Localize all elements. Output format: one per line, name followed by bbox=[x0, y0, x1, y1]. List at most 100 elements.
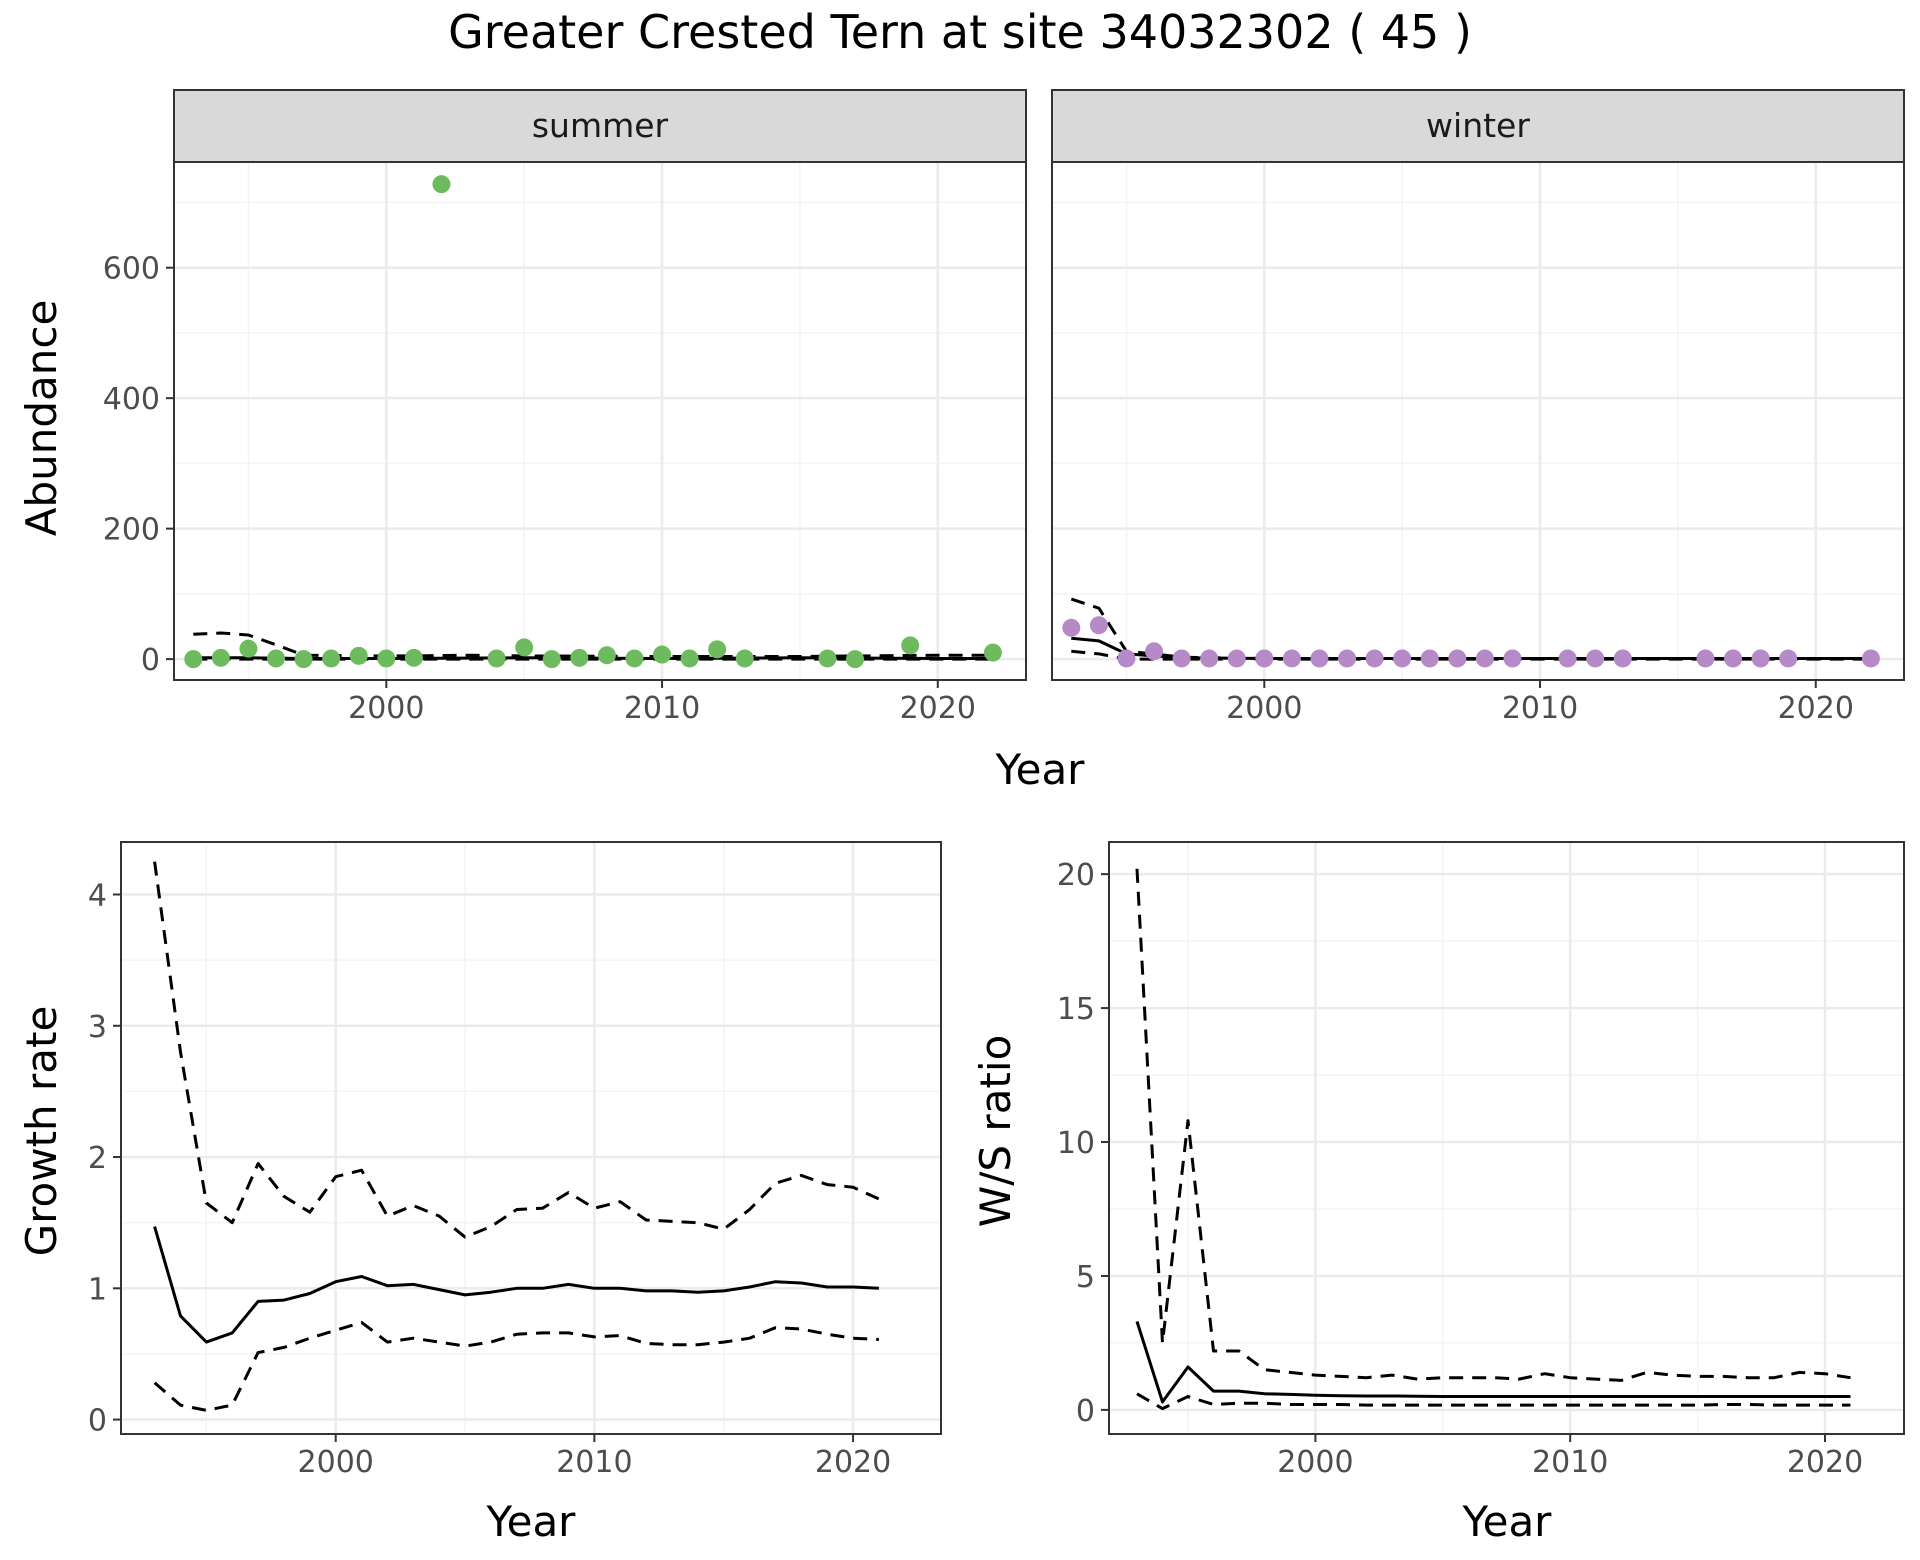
abundance-summer-data-point bbox=[570, 648, 589, 667]
growth-y-tick-label: 3 bbox=[88, 1010, 107, 1045]
abundance-winter-data-point bbox=[1861, 649, 1880, 668]
abundance-winter-data-point bbox=[1282, 649, 1301, 668]
abundance-winter-panel-border bbox=[1051, 161, 1905, 681]
abundance-summer-data-point bbox=[515, 638, 534, 657]
abundance-summer-data-point bbox=[349, 646, 368, 665]
growth-rate-panel-group: 2000 2010 2020 0 1 2 3 4 bbox=[88, 841, 942, 1480]
abundance-summer-data-point bbox=[735, 649, 754, 668]
abundance-summer-ci-line-1 bbox=[193, 631, 993, 658]
abundance-winter-data-point bbox=[1310, 649, 1329, 668]
abundance-winter-data-point bbox=[1338, 649, 1357, 668]
abundance-winter-data-point bbox=[1365, 649, 1384, 668]
abundance-summer-data-point bbox=[846, 650, 865, 669]
abundance-summer-data-point bbox=[625, 649, 644, 668]
abundance-summer-data-point bbox=[901, 636, 920, 655]
abundance-summer-panel-border bbox=[173, 161, 1027, 681]
abundance-winter-data-point bbox=[1586, 649, 1605, 668]
abundance-winter-data-point bbox=[1255, 649, 1274, 668]
abundance-winter-data-point bbox=[1420, 649, 1439, 668]
abundance-summer-data-point bbox=[404, 648, 423, 667]
abundance-summer-y-tick-label: 600 bbox=[103, 252, 160, 287]
growth-y-tick-label: 4 bbox=[88, 879, 107, 914]
abundance-summer-data-point bbox=[818, 649, 837, 668]
abundance-summer-data-point bbox=[211, 648, 230, 667]
abundance-summer-strip bbox=[173, 89, 1027, 163]
abundance-winter-data-point bbox=[1475, 649, 1494, 668]
abundance-summer-data-point bbox=[708, 640, 727, 659]
ratio-y-tick-label: 10 bbox=[1057, 1126, 1095, 1161]
abundance-winter-x-tick-label: 2020 bbox=[1778, 691, 1854, 726]
abundance-summer-data-point bbox=[983, 643, 1002, 662]
abundance-summer-data-point bbox=[542, 650, 561, 669]
abundance-winter-x-tick-label: 2010 bbox=[1502, 691, 1578, 726]
abundance-x-axis-title: Year bbox=[995, 745, 1086, 794]
abundance-summer-data-point bbox=[322, 649, 341, 668]
growth-y-tick-label: 1 bbox=[88, 1272, 107, 1307]
growth-x-tick-label: 2010 bbox=[556, 1445, 632, 1480]
abundance-winter-plot-background bbox=[1052, 162, 1904, 680]
abundance-winter-x-tick-label: 2000 bbox=[1226, 691, 1302, 726]
growth-y-tick-label: 2 bbox=[88, 1141, 107, 1176]
abundance-summer-y-tick-label: 200 bbox=[103, 513, 160, 548]
growth-x-tick-label: 2000 bbox=[298, 1445, 374, 1480]
ratio-ci-line-1 bbox=[1135, 868, 1851, 1382]
abundance-winter-data-point bbox=[1724, 649, 1743, 668]
figure-title: Greater Crested Tern at site 34032302 ( … bbox=[448, 5, 1472, 59]
abundance-summer-data-point bbox=[432, 175, 451, 194]
growth-plot-background bbox=[121, 842, 941, 1434]
abundance-winter-data-point bbox=[1696, 649, 1715, 668]
growth-y-tick-label: 0 bbox=[88, 1404, 107, 1439]
abundance-panel-group: summer 2000 2010 2020 0 200 400 600 winter 2000 20… bbox=[103, 89, 1905, 726]
growth-panel-border bbox=[120, 841, 942, 1435]
growth-y-axis-title: Growth rate bbox=[17, 1006, 66, 1257]
ratio-y-tick-label: 5 bbox=[1076, 1260, 1095, 1295]
abundance-winter-data-point bbox=[1448, 649, 1467, 668]
abundance-winter-data-point bbox=[1200, 649, 1219, 668]
ratio-panel-border bbox=[1108, 841, 1905, 1435]
growth-x-tick-label: 2020 bbox=[815, 1445, 891, 1480]
growth-ci-line-2 bbox=[153, 1320, 879, 1412]
ratio-plot-background bbox=[1109, 842, 1904, 1434]
ratio-x-tick-label: 2010 bbox=[1532, 1445, 1608, 1480]
abundance-winter-data-point bbox=[1558, 649, 1577, 668]
abundance-summer-data-point bbox=[487, 649, 506, 668]
ws-ratio-panel-group: 2000 2010 2020 0 5 10 15 20 bbox=[1057, 841, 1905, 1480]
abundance-winter-data-point bbox=[1751, 649, 1770, 668]
ratio-y-tick-label: 0 bbox=[1076, 1394, 1095, 1429]
growth-ci-line-1 bbox=[153, 861, 880, 1239]
abundance-winter-data-point bbox=[1779, 649, 1798, 668]
abundance-winter-data-point bbox=[1613, 649, 1632, 668]
abundance-winter-strip-label: winter bbox=[1426, 106, 1530, 145]
ratio-x-tick-label: 2020 bbox=[1787, 1445, 1863, 1480]
abundance-summer-strip-label: summer bbox=[532, 106, 669, 145]
abundance-summer-data-point bbox=[239, 639, 258, 658]
abundance-winter-data-point bbox=[1393, 649, 1412, 668]
abundance-summer-y-tick-label: 400 bbox=[103, 382, 160, 417]
ratio-ci-line-2 bbox=[1136, 1392, 1851, 1411]
abundance-summer-data-point bbox=[377, 649, 396, 668]
abundance-summer-plot-background bbox=[174, 162, 1026, 680]
ratio-x-tick-label: 2000 bbox=[1277, 1445, 1353, 1480]
growth-x-axis-title: Year bbox=[486, 1497, 577, 1546]
abundance-summer-data-point bbox=[267, 649, 286, 668]
abundance-summer-data-point bbox=[294, 650, 313, 669]
abundance-summer-data-point bbox=[680, 649, 699, 668]
abundance-summer-data-point bbox=[597, 646, 616, 665]
abundance-summer-x-tick-label: 2020 bbox=[900, 691, 976, 726]
ratio-y-axis-title: W/S ratio bbox=[971, 1035, 1020, 1228]
ratio-y-tick-label: 20 bbox=[1057, 858, 1095, 893]
abundance-winter-data-point bbox=[1227, 649, 1246, 668]
abundance-summer-x-tick-label: 2000 bbox=[348, 691, 424, 726]
abundance-winter-data-point bbox=[1145, 642, 1164, 661]
growth-trend-line-0 bbox=[153, 1226, 879, 1344]
abundance-summer-x-tick-label: 2010 bbox=[624, 691, 700, 726]
ratio-y-tick-label: 15 bbox=[1057, 992, 1095, 1027]
abundance-summer-y-tick-label: 0 bbox=[141, 643, 160, 678]
abundance-y-axis-title: Abundance bbox=[17, 300, 66, 537]
abundance-winter-data-point bbox=[1503, 649, 1522, 668]
ratio-trend-line-0 bbox=[1135, 1321, 1851, 1404]
abundance-winter-data-point bbox=[1172, 649, 1191, 668]
abundance-winter-data-point bbox=[1089, 616, 1108, 635]
abundance-winter-data-point bbox=[1062, 618, 1081, 637]
